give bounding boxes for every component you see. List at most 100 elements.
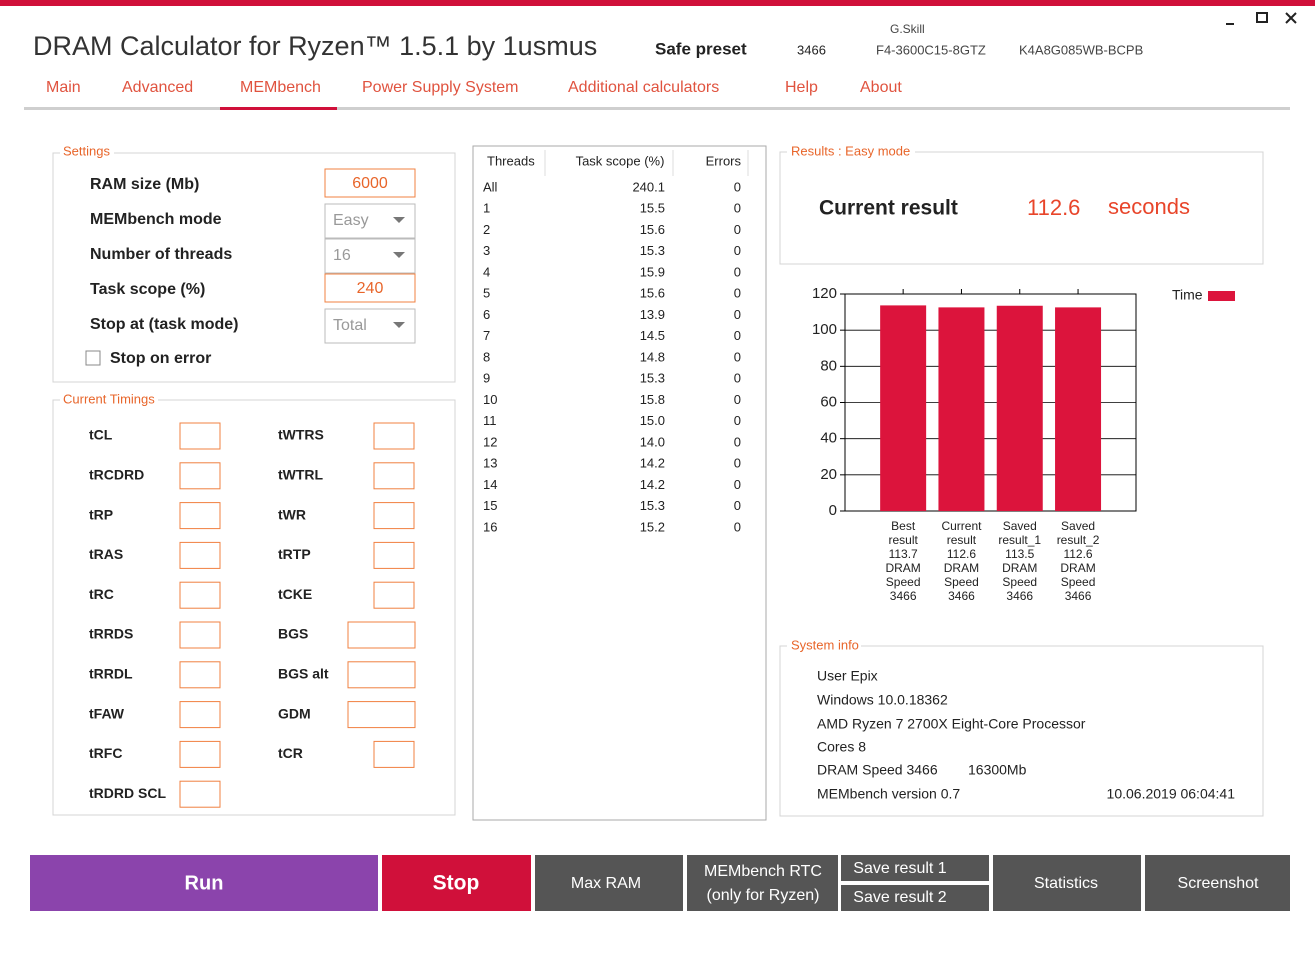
input[interactable] [324,273,416,303]
timing-input[interactable] [179,541,221,569]
tab[interactable]: MEMbench [240,79,321,96]
close[interactable] [1285,12,1297,24]
max-ram-button[interactable] [535,855,683,911]
timing-input[interactable] [179,661,221,689]
table-cell: 15.9 [640,264,665,279]
results-group [779,151,1264,265]
timing-input[interactable] [373,422,415,450]
table-cell: 0 [734,477,741,492]
timing-input[interactable] [373,541,415,569]
statistics-button[interactable] [993,855,1141,911]
timing-input[interactable] [373,502,415,530]
timing-label: tWR [278,506,306,522]
dropdown-arrow [393,217,405,223]
threads-table [472,145,767,821]
window-controls[interactable] [1226,12,1297,25]
table-cell: 1 [483,201,490,216]
save1-label[interactable]: Save result 1 [853,860,946,877]
table-cell: 11 [483,413,497,428]
timing-label: tRTP [278,546,311,562]
table-cell: 0 [734,286,741,301]
tab[interactable]: Additional calculators [568,79,719,96]
timing-label: BGS [278,626,308,642]
timing-label: tRRDS [89,626,133,642]
timing-input[interactable] [179,581,221,609]
legend-gap [60,392,158,406]
statistics-label[interactable]: Statistics [1034,875,1098,892]
table-cell: All [483,179,498,194]
save2-button[interactable] [841,885,989,911]
table-header: Task scope (%) [576,153,665,168]
dropdown-arrow [393,252,405,258]
checkbox[interactable] [85,350,101,366]
x-tick-label: Saved result_2 112.6 DRAM Speed 3466 [1057,519,1100,603]
table-cell: 3 [483,243,490,258]
timing-input[interactable] [373,581,415,609]
table-cell: 15.6 [640,286,665,301]
table-cell: 0 [734,179,741,194]
table-cell: 0 [734,456,741,471]
timing-input[interactable] [347,661,416,689]
tab[interactable]: About [860,79,902,96]
table-cell: 7 [483,328,490,343]
timing-label: BGS alt [278,666,329,682]
rtc-button[interactable] [687,855,838,911]
timing-input[interactable] [179,701,221,729]
tab[interactable]: Power Supply System [362,79,519,96]
tab[interactable]: Main [46,79,81,96]
chip: K4A8G085WB-BCPB [1019,42,1143,57]
table-cell: 15.6 [640,222,665,237]
timing-input[interactable] [179,780,221,808]
timing-label: tRFC [89,745,122,761]
input[interactable] [324,168,416,198]
result-label: Current result [819,197,958,220]
timing-input[interactable] [373,462,415,490]
tab[interactable]: Advanced [122,79,193,96]
stop-label[interactable]: Stop [433,872,480,895]
screenshot-button[interactable] [1145,855,1290,911]
max-ram-label[interactable]: Max RAM [571,875,641,892]
timing-input[interactable] [179,462,221,490]
maximize[interactable] [1256,12,1268,23]
timing-label: tCL [89,427,113,443]
table-cell: 0 [734,519,741,534]
timing-input[interactable] [179,422,221,450]
checkbox-label[interactable]: Stop on error [110,350,211,367]
timing-label: tRP [89,506,113,522]
bar [1055,307,1102,511]
legend-gap [787,144,915,158]
table-cell: 0 [734,243,741,258]
timing-input[interactable] [179,502,221,530]
timings-group [52,399,456,816]
table-cell: 0 [734,434,741,449]
timing-input[interactable] [373,740,415,768]
screenshot-label[interactable]: Screenshot [1178,875,1259,892]
tab[interactable]: Help [785,79,818,96]
timing-input[interactable] [179,740,221,768]
run-button[interactable] [30,855,378,911]
table-cell: 15.0 [640,413,665,428]
stop-button[interactable] [382,855,531,911]
table-cell: 4 [483,264,490,279]
x-tick-label: Best result 113.7 DRAM Speed 3466 [885,519,920,603]
table-cell: 14.5 [640,328,665,343]
table-cell: 0 [734,264,741,279]
timing-input[interactable] [347,621,416,649]
run-label[interactable]: Run [185,872,224,894]
table-cell: 14.2 [640,477,665,492]
table-cell: 14.2 [640,456,665,471]
table-cell: 15 [483,498,497,513]
save2-label[interactable]: Save result 2 [853,889,946,906]
timing-input[interactable] [179,621,221,649]
rtc-label[interactable]: MEMbench RTC [704,863,822,880]
tab-bar-line [24,107,1290,110]
table-cell: 13 [483,456,497,471]
timing-input[interactable] [347,701,416,729]
save1-button[interactable] [841,855,989,881]
field-value: Easy [333,212,369,229]
result-unit: seconds [1108,194,1190,219]
table-cell: 0 [734,307,741,322]
info-line: 16300Mb [968,762,1027,778]
rtc-label[interactable]: (only for Ryzen) [707,887,820,904]
